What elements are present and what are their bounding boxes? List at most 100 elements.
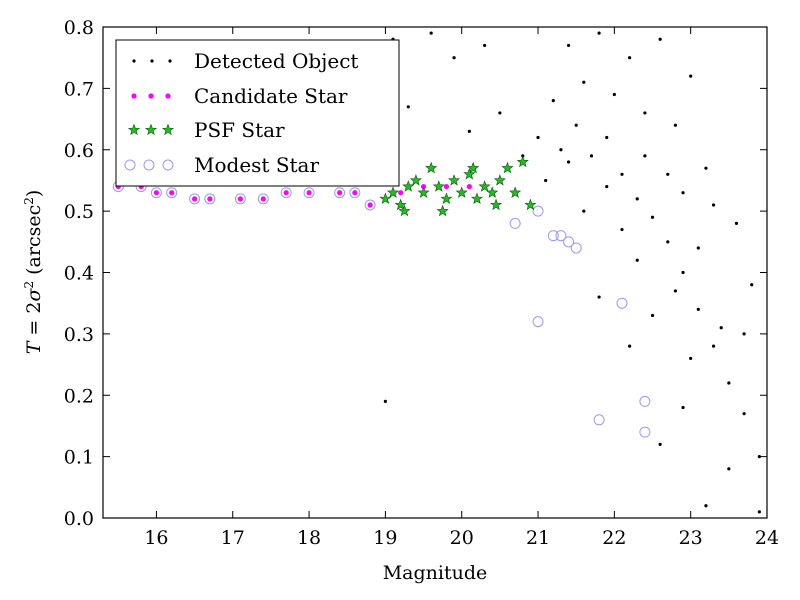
y-tick-label: 0.5: [64, 201, 94, 223]
point-detected-object-13: [711, 344, 716, 348]
point-psf-star-7: [432, 180, 445, 192]
point-psf-star-6: [425, 161, 438, 174]
point-psf-star-14: [486, 186, 499, 198]
ticks-layer: 16 17 18 19 20 21 22 23 24 0.0 0.1 0.2 0.3 0.4 0.5 0.6 0…: [64, 17, 779, 549]
point-detected-object-52: [696, 246, 700, 250]
point-psf-star-17: [509, 186, 522, 198]
point-detected-object-58: [681, 191, 685, 195]
point-detected-object-20: [658, 37, 662, 41]
point-detected-object-33: [757, 510, 761, 514]
x-tick-label: 22: [602, 527, 626, 549]
point-candidate-star-10: [336, 190, 343, 196]
point-psf-star-20: [398, 204, 411, 217]
point-detected-object-36: [628, 344, 632, 348]
point-modest-star-3: [166, 187, 178, 199]
y-tick-label: 0.3: [64, 324, 94, 346]
x-tick-label: 23: [679, 527, 703, 549]
point-detected-object-27: [704, 166, 708, 170]
y-tick-label: 0.4: [64, 263, 94, 285]
x-tick-label: 16: [144, 527, 168, 549]
point-detected-object-5: [589, 154, 594, 158]
point-detected-object-44: [429, 31, 433, 35]
point-modest-star-10: [334, 187, 346, 199]
point-detected-object-57: [643, 154, 647, 158]
point-detected-object-34: [681, 405, 685, 410]
point-candidate-star-7: [260, 196, 266, 202]
point-detected-object-0: [383, 399, 387, 403]
point-candidate-star-3: [169, 190, 175, 196]
point-detected-object-48: [620, 227, 624, 232]
point-psf-star-0: [379, 192, 392, 204]
point-detected-object-6: [605, 135, 609, 140]
point-detected-object-55: [566, 160, 571, 164]
x-tick-label: 18: [297, 527, 321, 549]
point-psf-star-21: [436, 204, 449, 217]
point-candidate-star-4: [191, 196, 198, 202]
point-modest-star-6: [234, 193, 246, 205]
point-detected-object-17: [566, 43, 571, 48]
point-detected-object-47: [666, 172, 670, 176]
point-detected-object-40: [483, 43, 487, 48]
point-detected-object-26: [673, 123, 678, 127]
point-detected-object-14: [727, 381, 731, 385]
point-psf-star-22: [490, 198, 503, 211]
point-detected-object-32: [727, 467, 731, 471]
legend-label-candidate-star: Candidate Star: [194, 84, 348, 108]
point-detected-object-18: [597, 31, 601, 35]
point-detected-object-10: [666, 240, 670, 244]
point-modest-star-21: [593, 414, 605, 426]
point-psf-star-5: [417, 186, 430, 198]
x-axis-label: Magnitude: [383, 562, 488, 584]
point-psf-star-3: [402, 180, 415, 192]
point-psf-star-16: [501, 161, 514, 174]
point-modest-star-14: [532, 205, 544, 217]
legend-item-candidate-star: Candidate Star: [131, 84, 348, 108]
point-detected-object-15: [742, 412, 746, 416]
point-modest-star-19: [532, 316, 544, 328]
point-detected-object-45: [406, 105, 410, 109]
legend: Detected Object Candidate Star PSF Star …: [115, 39, 400, 187]
y-tick-label: 0.7: [64, 78, 94, 100]
y-tick-label: 0.0: [64, 508, 94, 530]
point-detected-object-37: [597, 295, 601, 299]
point-modest-star-2: [150, 187, 162, 199]
point-candidate-star-16: [466, 183, 472, 190]
legend-marker-detected-object: [132, 59, 136, 63]
point-psf-star-12: [470, 192, 484, 204]
point-detected-object-29: [750, 283, 754, 287]
y-tick-label: 0.8: [64, 17, 94, 39]
point-candidate-star-2: [153, 190, 160, 196]
point-candidate-star-13: [398, 190, 404, 196]
point-modest-star-9: [303, 187, 315, 199]
point-modest-star-16: [555, 230, 567, 242]
point-psf-star-8: [440, 192, 453, 204]
x-tick-label: 21: [526, 527, 550, 549]
point-detected-object-8: [635, 197, 639, 201]
point-modest-star-20: [616, 297, 628, 309]
point-detected-object-54: [536, 135, 540, 140]
point-candidate-star-15: [443, 183, 450, 190]
point-detected-object-50: [635, 258, 639, 262]
point-detected-object-49: [582, 209, 586, 213]
point-candidate-star-12: [367, 202, 373, 208]
legend-item-modest-star: Modest Star: [124, 153, 319, 177]
point-detected-object-31: [704, 504, 708, 508]
point-candidate-star-11: [352, 190, 358, 196]
point-detected-object-35: [719, 326, 723, 330]
point-psf-star-23: [467, 161, 480, 174]
point-psf-star-2: [394, 198, 407, 211]
point-candidate-star-5: [207, 196, 213, 202]
point-modest-star-15: [547, 230, 559, 242]
point-modest-star-12: [364, 199, 376, 211]
point-psf-star-4: [409, 174, 422, 186]
legend-marker-modest-star: [124, 159, 136, 171]
point-modest-star-17: [563, 236, 575, 248]
legend-box: [115, 39, 400, 187]
point-modest-star-4: [189, 193, 201, 205]
point-psf-star-10: [455, 186, 468, 198]
point-psf-star-19: [524, 198, 537, 211]
y-tick-label: 0.6: [64, 140, 94, 162]
legend-label-detected-object: Detected Object: [194, 49, 358, 73]
point-candidate-star-6: [237, 196, 243, 202]
